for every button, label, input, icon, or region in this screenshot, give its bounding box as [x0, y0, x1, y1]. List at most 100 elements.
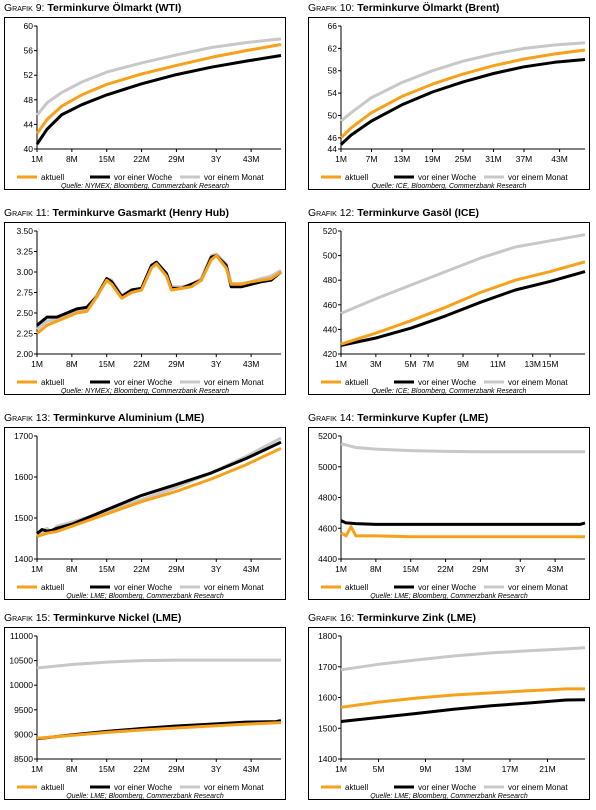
- chart-panel-wti: Grafik 9: Terminkurve Ölmarkt (WTI) 40 44…: [2, 2, 288, 197]
- series-line-woche: [340, 270, 586, 347]
- chart-title: Grafik 11: Terminkurve Gasmarkt (Henry H…: [4, 207, 230, 219]
- legend-label-woche: vor einer Woche: [418, 378, 477, 387]
- series-line-monat: [36, 436, 282, 537]
- y-tick-label: 440: [323, 324, 337, 334]
- y-tick-label: 10000: [9, 680, 33, 690]
- chart-title: Grafik 9: Terminkurve Ölmarkt (WTI): [4, 2, 182, 14]
- series-line-woche: [36, 440, 282, 535]
- y-tick-label: 10500: [9, 656, 33, 666]
- y-tick-label: 1800: [318, 631, 337, 641]
- legend-label-monat: vor einem Monat: [508, 583, 568, 592]
- legend-label-woche: vor einer Woche: [418, 173, 477, 182]
- source-note: Quelle: ICE, Bloomberg, Commerzbank Rese…: [371, 183, 527, 190]
- x-tick-label: 3Y: [211, 764, 222, 774]
- series-line-monat: [35, 37, 282, 117]
- x-tick-label: 8M: [370, 564, 382, 574]
- series-line-woche: [339, 58, 586, 146]
- legend-label-monat: vor einem Monat: [204, 378, 264, 387]
- chart-panel-gas: Grafik 11: Terminkurve Gasmarkt (Henry H…: [2, 207, 288, 402]
- y-tick-label: 4400: [318, 554, 337, 564]
- x-tick-label: 21M: [539, 764, 556, 774]
- chart-title: Grafik 13: Terminkurve Aluminium (LME): [4, 412, 205, 424]
- x-tick-label: 3Y: [211, 359, 222, 369]
- series-line-monat: [340, 41, 586, 123]
- x-tick-label: 8M: [66, 764, 78, 774]
- x-tick-label: 43M: [551, 154, 568, 164]
- series-line-monat: [340, 233, 586, 315]
- chart-frame: 40 44 48 52 56 60 1M 8M 15M 22M 29M 3Y 43M aktuell vor…: [4, 17, 286, 190]
- legend-label-aktuell: aktuell: [345, 583, 368, 592]
- line-chart-nickel: 8500 9000 9500 10000 10500 11000 1M 8M 15M 22M 29M…: [9, 631, 282, 792]
- chart-panel-kupfer: Grafik 14: Terminkurve Kupfer (LME) 4400…: [306, 412, 592, 607]
- series-line-aktuell: [36, 721, 282, 740]
- y-tick-label: 46: [328, 133, 338, 143]
- chart-panel-zink: Grafik 16: Terminkurve Zink (LME) 1400 15…: [306, 612, 592, 807]
- y-tick-label: 56: [24, 46, 34, 56]
- chart-frame: 420 440 460 480 500 520 1M 3M 5M 7M 9M 11M 13M 15M akt…: [308, 222, 590, 395]
- y-tick-label: 48: [24, 95, 34, 105]
- chart-frame: 1400 1500 1600 1700 1800 1M 5M 9M 13M 17M 21M aktue…: [308, 627, 590, 800]
- series-line-aktuell: [36, 254, 282, 335]
- chart-frame: 4400 4600 4800 5000 5200 1M 8M 15M 22M 29M 3Y 43M ak…: [308, 427, 590, 600]
- legend-label-aktuell: aktuell: [41, 783, 64, 792]
- x-tick-label: 7M: [422, 359, 434, 369]
- x-tick-label: 19M: [424, 154, 441, 164]
- x-tick-label: 1M: [31, 764, 43, 774]
- y-tick-label: 1500: [318, 723, 337, 733]
- y-tick-label: 44: [328, 144, 338, 154]
- source-note: Quelle: ICE; Bloomberg, Commerzbank Rese…: [371, 388, 527, 395]
- x-tick-label: 1M: [31, 359, 43, 369]
- y-tick-label: 54: [328, 88, 338, 98]
- x-tick-label: 9M: [457, 359, 469, 369]
- source-note: Quelle: NYMEX; Bloomberg, Commerzbank Re…: [60, 183, 230, 190]
- source-note: Quelle: LME; Bloomberg, Commerzbank Rese…: [370, 593, 528, 600]
- x-tick-label: 1M: [31, 154, 43, 164]
- y-tick-label: 460: [323, 300, 337, 310]
- source-note: Quelle: LME; Bloomberg, Commerzbank Rese…: [370, 793, 528, 800]
- x-tick-label: 8M: [66, 154, 78, 164]
- legend-label-woche: vor einer Woche: [114, 783, 173, 792]
- x-tick-label: 43M: [243, 564, 260, 574]
- x-tick-label: 29M: [168, 764, 185, 774]
- x-tick-label: 22M: [133, 154, 150, 164]
- legend-label-monat: vor einem Monat: [508, 378, 568, 387]
- y-tick-label: 8500: [14, 754, 33, 764]
- x-tick-label: 29M: [168, 359, 185, 369]
- y-tick-label: 2.00: [16, 349, 33, 359]
- y-tick-label: 500: [323, 251, 337, 261]
- x-tick-label: 43M: [547, 564, 564, 574]
- x-tick-label: 3Y: [211, 154, 222, 164]
- x-tick-label: 15M: [98, 564, 115, 574]
- chart-title: Grafik 10: Terminkurve Ölmarkt (Brent): [308, 2, 500, 14]
- y-tick-label: 40: [24, 144, 34, 154]
- chart-title: Grafik 15: Terminkurve Nickel (LME): [4, 612, 182, 624]
- series-line-monat: [36, 658, 281, 670]
- x-tick-label: 37M: [516, 154, 533, 164]
- x-tick-label: 1M: [335, 359, 347, 369]
- series-line-monat: [340, 646, 586, 672]
- legend-label-aktuell: aktuell: [345, 378, 368, 387]
- series-line-woche: [340, 698, 586, 723]
- legend-label-woche: vor einer Woche: [114, 173, 173, 182]
- source-note: Quelle: NYMEX; Bloomberg, Commerzbank Re…: [60, 388, 230, 395]
- y-tick-label: 1600: [14, 472, 33, 482]
- y-tick-label: 520: [323, 226, 337, 236]
- source-note: Quelle: LME; Bloomberg, Commerzbank Rese…: [66, 793, 224, 800]
- y-tick-label: 2.50: [16, 308, 33, 318]
- legend-label-monat: vor einem Monat: [204, 783, 264, 792]
- y-tick-label: 480: [323, 275, 337, 285]
- series-line-aktuell: [339, 48, 586, 139]
- y-tick-label: 66: [328, 21, 338, 31]
- y-tick-label: 1400: [14, 554, 33, 564]
- x-tick-label: 29M: [168, 154, 185, 164]
- legend-label-monat: vor einem Monat: [204, 173, 264, 182]
- series-line-aktuell: [35, 43, 282, 135]
- y-tick-label: 58: [328, 66, 338, 76]
- legend-label-aktuell: aktuell: [345, 173, 368, 182]
- y-tick-label: 1700: [14, 431, 33, 441]
- y-tick-label: 5200: [318, 431, 337, 441]
- y-tick-label: 5000: [318, 462, 337, 472]
- y-tick-label: 3.25: [16, 247, 33, 257]
- legend-label-woche: vor einer Woche: [114, 378, 173, 387]
